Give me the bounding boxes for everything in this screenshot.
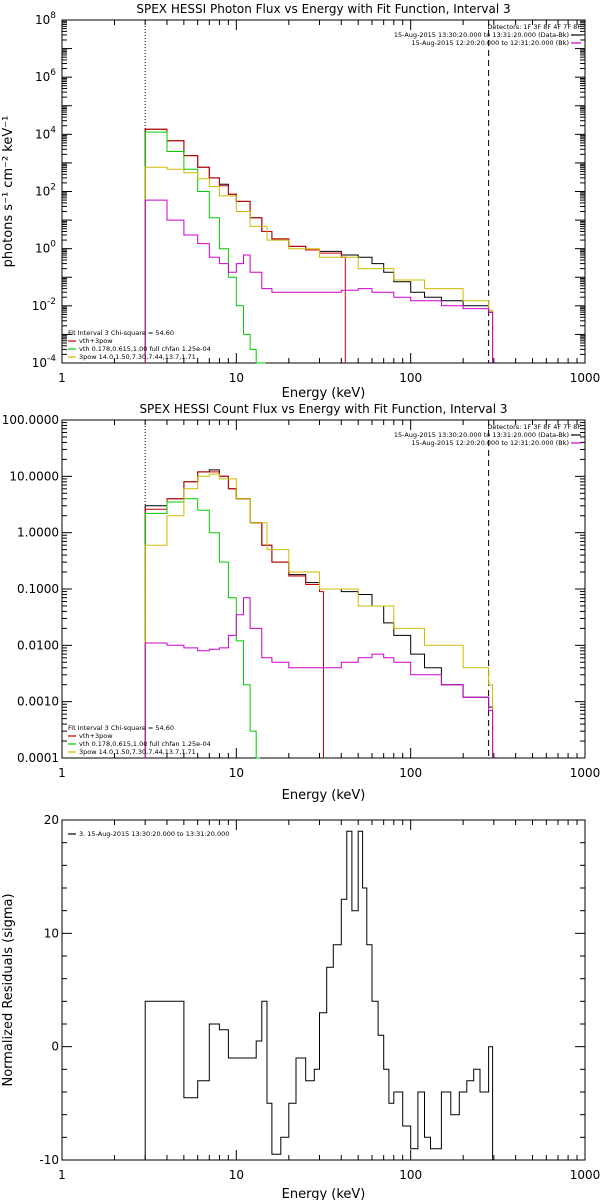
series-line-1 [144, 471, 324, 758]
y-tick-label: 10.0000 [9, 469, 59, 483]
legend-entry: vth 0.178,0.615,1.00 full chfan 1.25e-04 [79, 740, 211, 748]
x-tick-label: 1000 [570, 371, 600, 385]
series-line-4 [144, 597, 494, 758]
legend-entry: 3. 15-Aug-2015 13:30:20.000 to 13:31:20.… [79, 830, 229, 838]
y-tick-label: 104 [35, 125, 56, 141]
series-line-3 [144, 166, 494, 363]
y-tick-exponent: 2 [50, 183, 56, 193]
detectors-label: Detectors: 1F 3F 8F 4F 7F 8F [487, 23, 581, 31]
y-tick-exponent: -4 [47, 354, 56, 364]
y-tick-base: 10 [32, 299, 47, 313]
x-tick-label: 10 [229, 766, 244, 780]
detectors-label: Detectors: 1F 3F 8F 4F 7F 8F [487, 423, 581, 431]
y-tick-exponent: 8 [50, 11, 56, 21]
series-line-3 [144, 473, 494, 758]
legend-entry: 15-Aug-2015 12:20:20.000 to 12:31:20.000… [412, 439, 569, 447]
y-tick-base: 10 [35, 70, 50, 84]
x-tick-label: 1 [58, 1168, 66, 1182]
y-tick-label: -10 [39, 1153, 59, 1167]
chart-title: SPEX HESSI Photon Flux vs Energy with Fi… [136, 2, 510, 16]
y-tick-label: 100 [35, 240, 56, 256]
y-tick-exponent: 0 [50, 240, 56, 250]
x-tick-label: 100 [399, 766, 422, 780]
x-tick-label: 100 [399, 1168, 422, 1182]
y-tick-label: 0.1000 [17, 582, 59, 596]
y-tick-base: 10 [35, 127, 50, 141]
legend-entry: 3pow 14.0,1.50,7.30,7.44,13.7,1.71 [79, 748, 196, 756]
series-line-0 [144, 469, 494, 758]
y-tick-exponent: 4 [50, 125, 56, 135]
series-line-2 [144, 131, 266, 364]
y-tick-label: 10-2 [32, 297, 56, 313]
series-line-1 [144, 128, 346, 363]
legend-entry: Fit Interval 3 Chi-square = 54.60 [68, 329, 174, 337]
y-tick-label: 0.0010 [17, 695, 59, 709]
y-tick-base: 10 [32, 356, 47, 370]
y-tick-label: 100.0000 [2, 413, 59, 427]
x-axis-label: Energy (keV) [282, 788, 366, 803]
x-axis-label: Energy (keV) [282, 386, 366, 401]
chart-panel-1: SPEX HESSI Count Flux vs Energy with Fit… [2, 402, 600, 803]
y-tick-base: 10 [35, 185, 50, 199]
x-tick-label: 1000 [570, 766, 600, 780]
legend-entry: 15-Aug-2015 13:30:20.000 to 13:31:20.000… [394, 431, 569, 439]
y-tick-label: 10 [44, 926, 59, 940]
series-line-4 [144, 199, 494, 363]
y-tick-label: 0.0100 [17, 638, 59, 652]
y-tick-label: 0 [51, 1040, 59, 1054]
legend-entry: vth+3pow [79, 337, 113, 345]
plot-frame [61, 819, 586, 1161]
x-tick-label: 100 [399, 371, 422, 385]
y-tick-label: 0.0001 [17, 751, 59, 765]
y-tick-label: 106 [35, 68, 56, 84]
plot-frame [61, 19, 586, 364]
y-tick-label: 10-4 [32, 354, 57, 370]
y-tick-label: 102 [35, 183, 56, 199]
y-tick-label: 108 [35, 11, 56, 27]
y-tick-label: 20 [44, 813, 59, 827]
chart-title: SPEX HESSI Count Flux vs Energy with Fit… [139, 402, 507, 416]
y-tick-exponent: -2 [47, 297, 56, 307]
x-tick-label: 10 [229, 371, 244, 385]
y-tick-base: 10 [35, 242, 50, 256]
y-axis-label: photons s⁻¹ cm⁻² keV⁻¹ [1, 116, 16, 268]
x-axis-label: Energy (keV) [282, 1187, 366, 1200]
legend-entry: 15-Aug-2015 13:30:20.000 to 13:31:20.000… [394, 31, 569, 39]
series-line-0 [144, 830, 494, 1160]
y-axis-label: Normalized Residuals (sigma) [1, 893, 16, 1086]
legend-entry: 3pow 14.0,1.50,7.30,7.44,13.7,1.71 [79, 353, 196, 361]
x-tick-label: 1 [58, 766, 66, 780]
legend-entry: vth+3pow [79, 732, 113, 740]
y-tick-label: 1.0000 [17, 526, 59, 540]
chart-panel-2: 1 10 100 1000 -10 0 10 20 Energy (keV) Normalized… [1, 813, 600, 1200]
chart-panel-0: SPEX HESSI Photon Flux vs Energy with Fi… [1, 2, 600, 401]
legend-entry: Fit Interval 3 Chi-square = 54.60 [68, 724, 174, 732]
legend-entry: 15-Aug-2015 12:20:20.000 to 12:31:20.000… [412, 39, 569, 47]
x-tick-label: 1 [58, 371, 66, 385]
series-line-2 [144, 498, 261, 759]
y-tick-base: 10 [35, 13, 50, 27]
x-tick-label: 10 [229, 1168, 244, 1182]
y-tick-exponent: 6 [50, 68, 56, 78]
legend-entry: vth 0.178,0.615,1.00 full chfan 1.25e-04 [79, 345, 211, 353]
x-tick-label: 1000 [570, 1168, 600, 1182]
